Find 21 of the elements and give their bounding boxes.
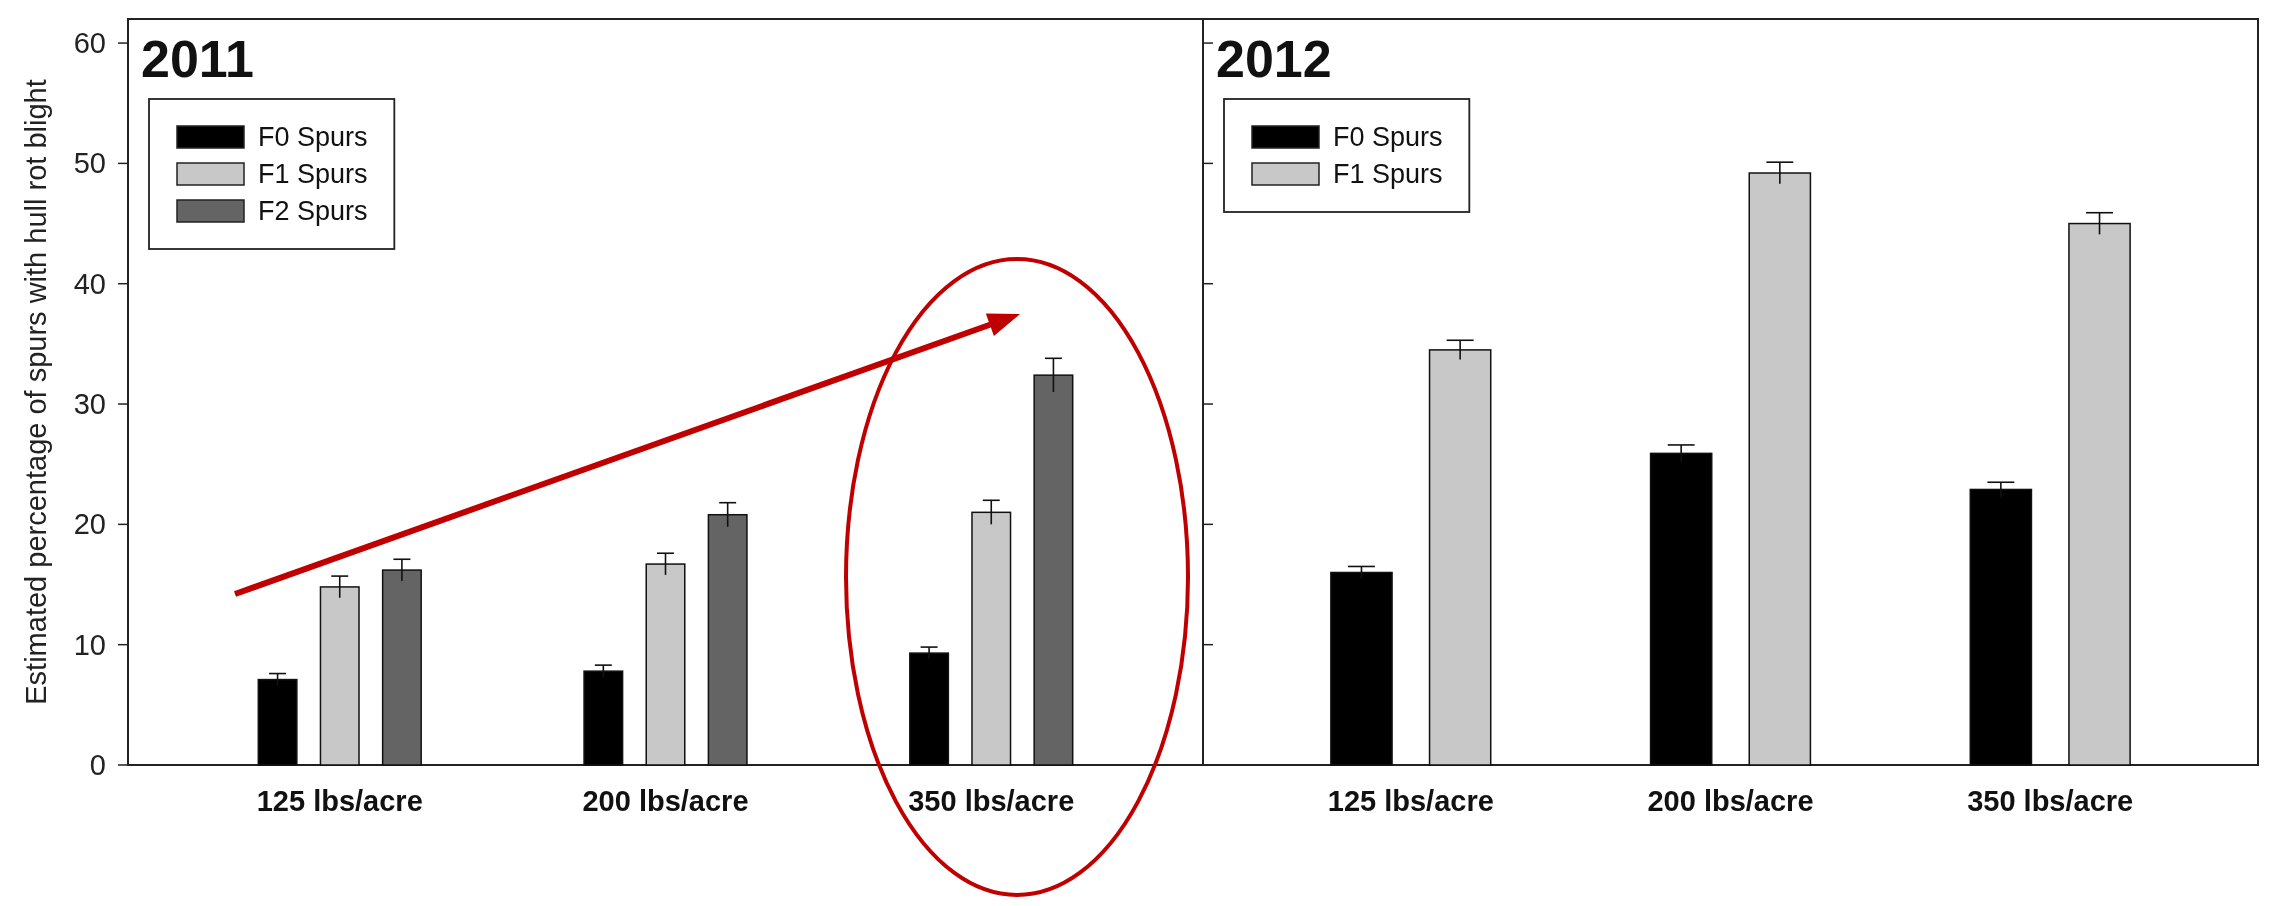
y-axis-title: Estimated percentage of spurs with hull rot blight <box>20 79 52 705</box>
legend-label: F1 Spurs <box>1333 159 1443 189</box>
legend-label: F0 Spurs <box>1333 122 1443 152</box>
y-tick-label: 10 <box>73 628 106 661</box>
y-tick-label: 60 <box>73 27 106 60</box>
x-tick-label: 350 lbs/acre <box>1967 785 2134 817</box>
y-tick-label: 0 <box>89 749 106 781</box>
x-tick-label: 200 lbs/acre <box>582 785 749 817</box>
x-tick-label: 125 lbs/acre <box>1327 785 1494 817</box>
y-tick-label: 30 <box>73 388 106 421</box>
x-tick-label: 350 lbs/acre <box>908 785 1075 817</box>
chart-title: 2011 <box>141 30 254 88</box>
y-tick-label: 40 <box>73 267 106 300</box>
y-tick-label: 20 <box>73 508 106 541</box>
chart-title: 2012 <box>1216 30 1332 88</box>
y-tick-label: 50 <box>73 147 106 180</box>
x-tick-label: 125 lbs/acre <box>256 785 423 817</box>
legend-label: F0 Spurs <box>258 122 368 152</box>
legend-label: F1 Spurs <box>258 159 368 189</box>
legend-label: F2 Spurs <box>258 196 368 226</box>
x-tick-label: 200 lbs/acre <box>1647 785 1814 817</box>
